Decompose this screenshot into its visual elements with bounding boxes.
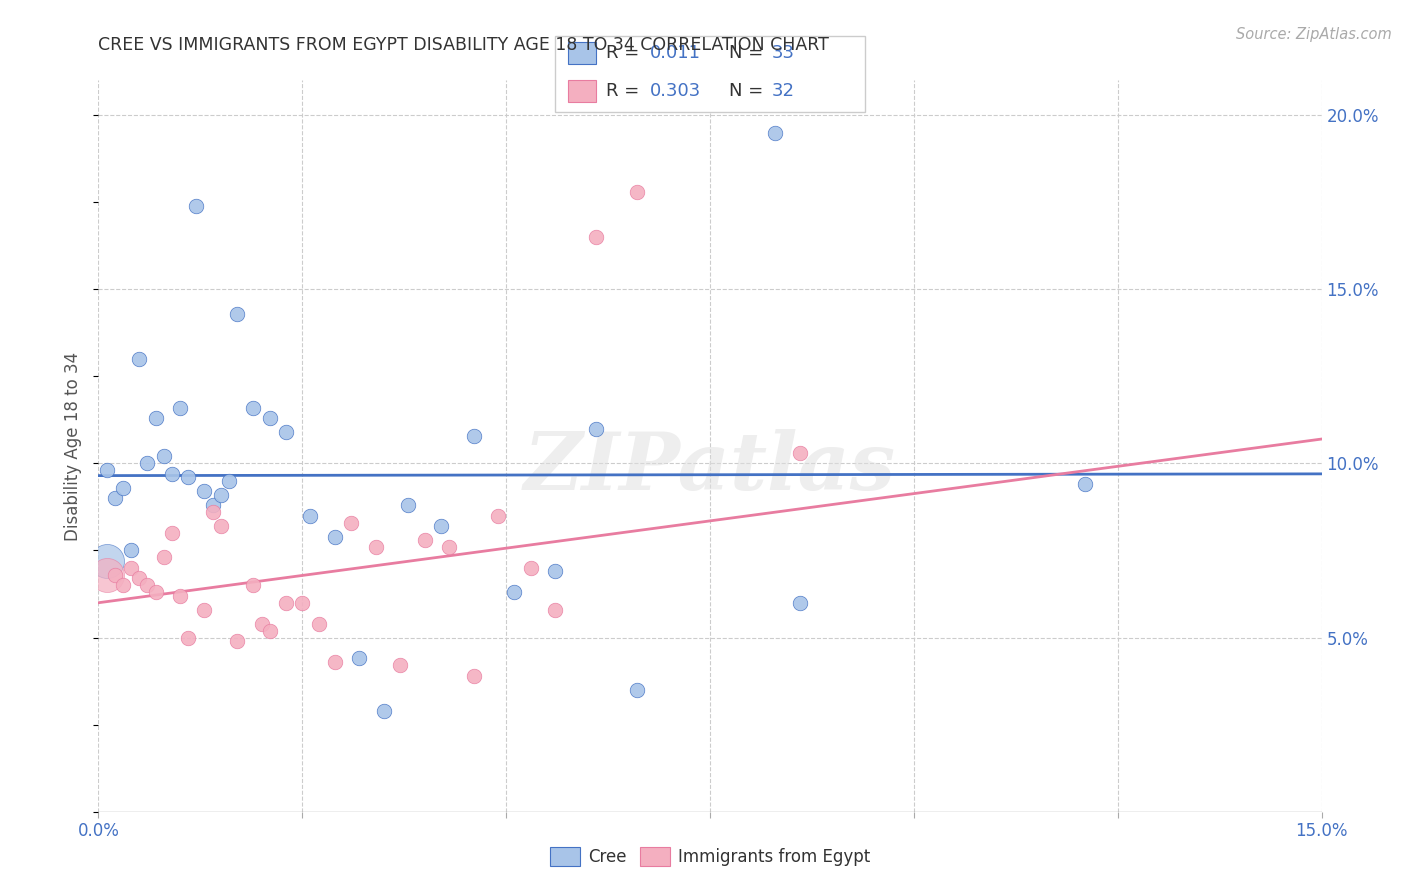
- Point: [201, 498, 224, 512]
- Point: [242, 401, 264, 415]
- Point: [226, 634, 249, 648]
- Point: [128, 571, 150, 585]
- Point: [789, 446, 811, 460]
- Point: [413, 533, 436, 547]
- Point: [193, 484, 215, 499]
- Point: [349, 651, 371, 665]
- Point: [463, 669, 485, 683]
- Point: [626, 682, 648, 697]
- Point: [340, 516, 363, 530]
- Point: [169, 401, 191, 415]
- FancyBboxPatch shape: [568, 79, 596, 103]
- Point: [218, 474, 240, 488]
- Point: [136, 578, 159, 592]
- Point: [274, 596, 297, 610]
- Point: [364, 540, 387, 554]
- Y-axis label: Disability Age 18 to 34: Disability Age 18 to 34: [65, 351, 83, 541]
- Point: [544, 565, 567, 579]
- Legend: Cree, Immigrants from Egypt: Cree, Immigrants from Egypt: [543, 840, 877, 873]
- Text: Source: ZipAtlas.com: Source: ZipAtlas.com: [1236, 27, 1392, 42]
- Point: [145, 411, 167, 425]
- Point: [437, 540, 460, 554]
- Point: [519, 561, 541, 575]
- Text: ZIPatlas: ZIPatlas: [524, 429, 896, 507]
- Point: [201, 505, 224, 519]
- Point: [111, 578, 134, 592]
- Point: [160, 526, 183, 541]
- Text: R =: R =: [606, 82, 645, 100]
- Point: [152, 550, 174, 565]
- Point: [226, 307, 249, 321]
- Point: [96, 567, 118, 582]
- Point: [259, 624, 281, 638]
- Point: [323, 655, 346, 669]
- Point: [544, 603, 567, 617]
- Point: [242, 578, 264, 592]
- Point: [128, 351, 150, 366]
- Text: 0.011: 0.011: [650, 44, 700, 62]
- Point: [136, 457, 159, 471]
- Point: [259, 411, 281, 425]
- Point: [169, 589, 191, 603]
- Point: [626, 185, 648, 199]
- Point: [152, 450, 174, 464]
- Point: [96, 554, 118, 568]
- Point: [763, 126, 786, 140]
- Point: [274, 425, 297, 439]
- Point: [299, 508, 322, 523]
- Text: 0.303: 0.303: [650, 82, 702, 100]
- Text: N =: N =: [728, 82, 769, 100]
- Point: [104, 567, 127, 582]
- Point: [323, 530, 346, 544]
- Point: [111, 481, 134, 495]
- Point: [177, 470, 200, 484]
- Point: [186, 199, 208, 213]
- Point: [160, 467, 183, 481]
- Point: [291, 596, 314, 610]
- Text: 33: 33: [772, 44, 794, 62]
- Point: [373, 704, 395, 718]
- FancyBboxPatch shape: [568, 42, 596, 64]
- Point: [209, 488, 232, 502]
- Text: CREE VS IMMIGRANTS FROM EGYPT DISABILITY AGE 18 TO 34 CORRELATION CHART: CREE VS IMMIGRANTS FROM EGYPT DISABILITY…: [98, 36, 830, 54]
- Point: [463, 428, 485, 442]
- Point: [120, 543, 142, 558]
- FancyBboxPatch shape: [555, 36, 865, 112]
- Point: [1074, 477, 1097, 491]
- Text: R =: R =: [606, 44, 645, 62]
- Point: [104, 491, 127, 506]
- Point: [585, 230, 607, 244]
- Point: [430, 519, 453, 533]
- Text: N =: N =: [728, 44, 769, 62]
- Point: [145, 585, 167, 599]
- Text: 32: 32: [772, 82, 794, 100]
- Point: [486, 508, 509, 523]
- Point: [250, 616, 273, 631]
- Point: [789, 596, 811, 610]
- Point: [120, 561, 142, 575]
- Point: [96, 463, 118, 477]
- Point: [503, 585, 526, 599]
- Point: [308, 616, 330, 631]
- Point: [193, 603, 215, 617]
- Point: [585, 421, 607, 435]
- Point: [209, 519, 232, 533]
- Point: [396, 498, 419, 512]
- Point: [389, 658, 412, 673]
- Point: [177, 631, 200, 645]
